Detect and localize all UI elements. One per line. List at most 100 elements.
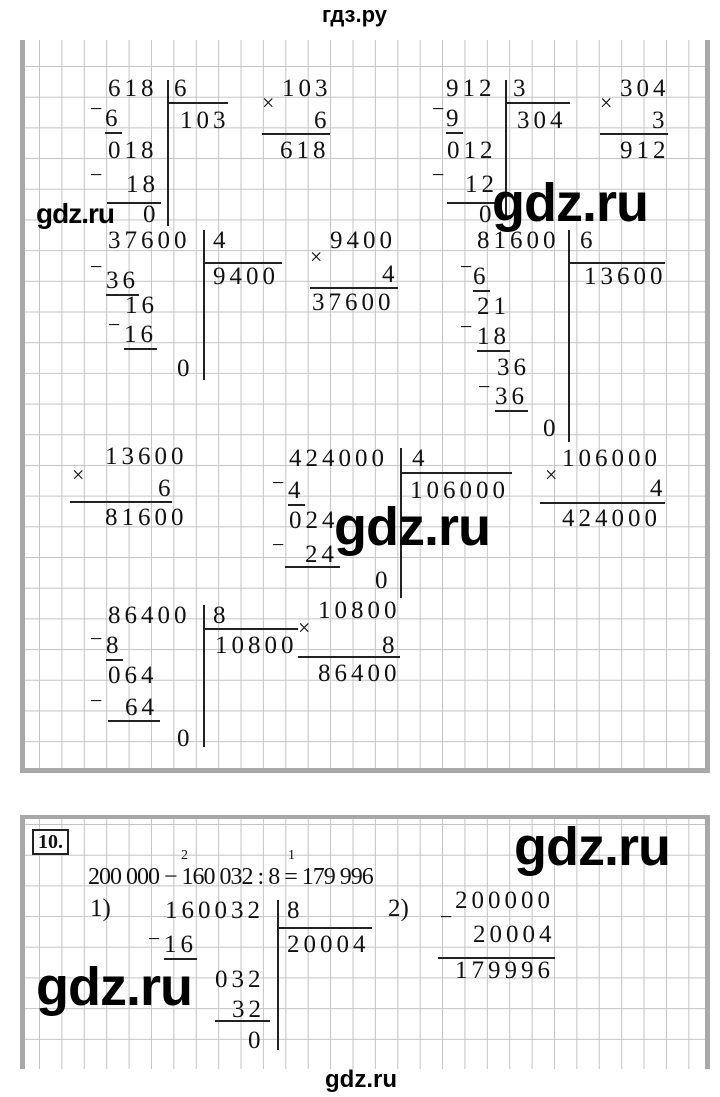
minus-sign: − [90,626,103,651]
dividend: 912 [446,75,496,102]
product-line [600,133,668,135]
quotient: 20004 [287,931,370,958]
minus-sign: − [272,470,285,495]
quotient: 13600 [584,263,667,290]
final-remainder: 0 [177,725,194,752]
factor: 13600 [105,443,188,470]
difference: 179996 [455,957,554,984]
final-remainder: 0 [143,201,160,228]
dividend: 86400 [108,602,191,629]
minus-sign: − [460,314,473,339]
remainder: 21 [477,293,510,320]
quotient-line [505,102,570,104]
expression: 200 000 − 160 032 : 8 = 179 996 [88,864,374,890]
remainder: 16 [125,292,158,319]
grid-sheet-solutions [20,40,710,773]
task-number: 10. [32,829,69,855]
step-label: 2) [388,895,409,922]
step-label: 1) [90,895,111,922]
factor: 106000 [562,445,661,472]
divisor: 3 [513,75,530,102]
minus-sign: − [478,374,491,399]
quotient: 9400 [213,263,279,290]
product-line [310,287,398,289]
minus-sign: − [432,96,445,121]
remainder: 024 [289,507,339,534]
factor: 3 [652,107,669,134]
divisor: 4 [213,227,230,254]
dividend: 37600 [108,227,191,254]
underline [107,202,161,204]
quotient-line [277,927,372,929]
product-line [298,656,400,658]
underline [215,1020,270,1022]
subtrahend: 20004 [473,921,556,948]
factor: 4 [382,261,399,288]
factor: 10800 [318,597,401,624]
remainder: 032 [215,966,265,993]
division-bar [203,230,205,380]
product: 37600 [312,289,395,316]
minus-sign: − [460,254,473,279]
divisor: 8 [287,897,304,924]
subtrahend: 8 [106,632,123,661]
divisor: 8 [213,602,230,629]
dividend: 618 [108,75,158,102]
final-remainder: 0 [248,1027,265,1054]
remainder: 064 [108,662,158,689]
subtrahend: 16 [164,931,197,960]
division-bar [167,80,169,226]
factor: 8 [382,632,399,659]
minus-sign: − [148,926,161,951]
product-line [540,502,665,504]
minus-sign: − [90,96,103,121]
product-line [262,133,330,135]
watermark-logo: gdz.ru [36,957,193,1017]
remainder: 012 [447,137,497,164]
underline [108,720,160,722]
quotient-line [203,628,298,630]
subtrahend: 6 [473,263,490,292]
minus-sign: − [272,532,285,557]
site-header: гдз.ру [322,2,387,27]
grid-sheet-task-10 [20,815,710,1069]
factor: 9400 [330,227,396,254]
watermark-logo: gdz.ru [492,173,649,233]
times-sign: × [310,244,323,269]
underline [447,202,501,204]
times-sign: × [545,462,558,487]
subtrahend: 16 [124,321,157,350]
factor: 304 [620,75,670,102]
subtrahend: 12 [465,171,498,198]
remainder: 018 [108,137,158,164]
quotient-line [568,262,665,264]
dividend: 424000 [289,445,388,472]
division-bar [505,80,507,220]
minus-sign: − [108,312,121,337]
underline [285,566,340,568]
division-bar [277,900,279,1050]
subtrahend: 4 [288,477,305,506]
subtrahend: 36 [106,267,139,296]
product: 424000 [562,505,661,532]
subtrahend: 36 [495,383,528,412]
product: 81600 [105,504,188,531]
quotient: 106000 [410,477,509,504]
quotient-line [203,262,282,264]
quotient-line [400,472,512,474]
subtrahend: 18 [477,323,510,352]
quotient: 10800 [215,632,298,659]
order-mark: 1 [288,848,295,863]
watermark-logo: gdz.ru [36,198,115,229]
site-footer: gdz.ru [325,1066,397,1093]
times-sign: × [600,90,613,115]
product: 912 [620,137,670,164]
quotient: 103 [180,107,230,134]
factor: 4 [650,475,667,502]
divisor: 6 [580,227,597,254]
minus-sign: − [440,904,453,929]
factor: 6 [314,107,331,134]
quotient: 304 [517,107,567,134]
product: 618 [280,137,330,164]
product: 86400 [318,660,401,687]
